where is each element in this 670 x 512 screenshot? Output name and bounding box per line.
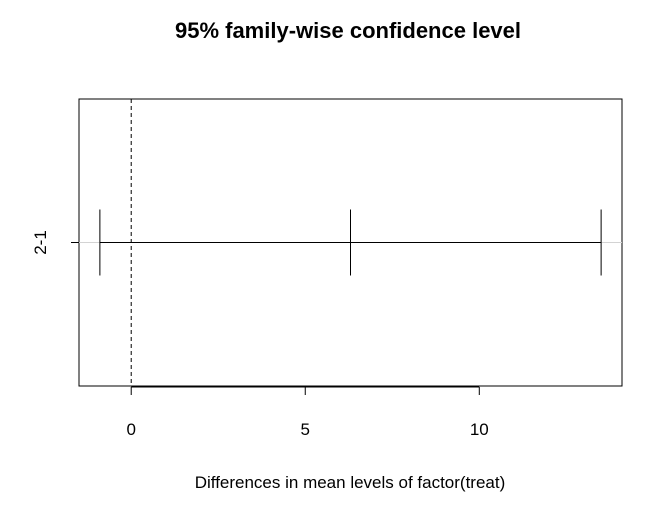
chart-title: 95% family-wise confidence level	[175, 18, 521, 43]
y-axis: 2-1	[31, 230, 79, 255]
x-tick-label: 0	[126, 420, 135, 439]
plot-area	[78, 98, 623, 387]
y-tick-label: 2-1	[31, 230, 50, 255]
x-axis: 0 5 10	[126, 386, 489, 439]
x-tick-label: 10	[470, 420, 489, 439]
x-tick-label: 5	[301, 420, 310, 439]
x-axis-label: Differences in mean levels of factor(tre…	[195, 473, 506, 492]
